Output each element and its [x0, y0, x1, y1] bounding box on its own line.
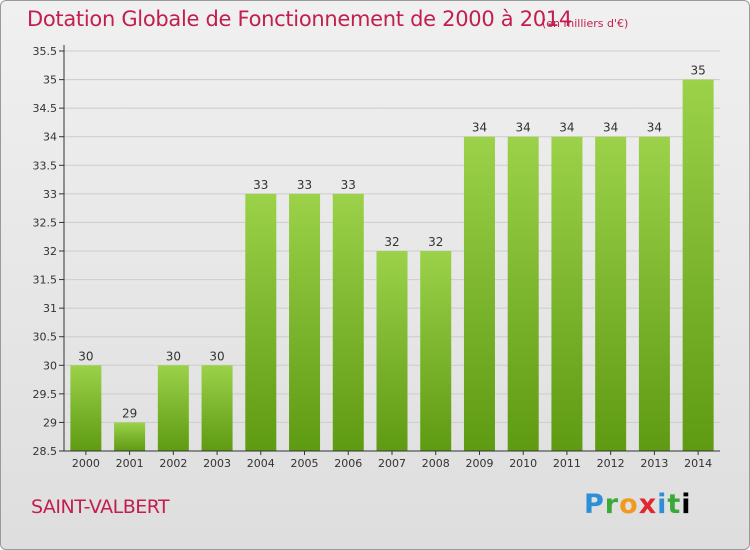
x-tick-label: 2001 [116, 457, 144, 470]
x-tick-label: 2005 [291, 457, 319, 470]
bar-value-label: 34 [472, 121, 487, 135]
bar [507, 136, 539, 451]
commune-name: SAINT-VALBERT [31, 496, 170, 518]
bar-value-label: 30 [166, 349, 181, 363]
y-tick-label: 35.5 [33, 45, 58, 58]
x-tick-label: 2004 [247, 457, 275, 470]
bar-value-label: 33 [341, 178, 356, 192]
x-tick-label: 2006 [334, 457, 362, 470]
y-tick-label: 35 [43, 74, 57, 87]
bar [463, 136, 495, 451]
x-tick-label: 2009 [465, 457, 493, 470]
bars: 30 29 30 30 33 33 33 32 32 34 34 34 34 34 35 [70, 64, 714, 452]
bar-value-label: 34 [516, 121, 531, 135]
bar [70, 365, 102, 451]
bar [157, 365, 189, 451]
y-tick-label: 33 [43, 188, 57, 201]
y-tick-label: 32 [43, 245, 57, 258]
bar-value-label: 33 [253, 178, 268, 192]
x-tick-label: 2008 [422, 457, 450, 470]
bar-value-label: 32 [428, 235, 443, 249]
bar [376, 251, 408, 451]
bar [245, 193, 277, 451]
bar [332, 193, 364, 451]
bar-value-label: 34 [559, 121, 574, 135]
y-tick-label: 30 [43, 359, 57, 372]
bar [595, 136, 627, 451]
axes: 28.5 29 29.5 30 30.5 31 31.5 32 32.5 33 33.5 34 34.5… [33, 45, 720, 470]
x-tick-label: 2012 [597, 457, 625, 470]
x-tick-label: 2011 [553, 457, 581, 470]
x-tick-label: 2002 [159, 457, 187, 470]
y-tick-label: 33.5 [33, 159, 58, 172]
bar [289, 193, 321, 451]
chart-unit: (en milliers d'€) [542, 17, 629, 30]
bar [420, 251, 452, 451]
y-tick-label: 34.5 [33, 102, 58, 115]
x-tick-label: 2007 [378, 457, 406, 470]
x-tick-label: 2013 [640, 457, 668, 470]
y-tick-label: 32.5 [33, 216, 58, 229]
bar-value-label: 33 [297, 178, 312, 192]
bar [551, 136, 583, 451]
y-tick-label: 31 [43, 302, 57, 315]
chart-title: Dotation Globale de Fonctionnement de 20… [27, 7, 572, 31]
x-tick-label: 2014 [684, 457, 712, 470]
bar [114, 422, 146, 451]
y-tick-label: 28.5 [33, 445, 58, 458]
x-tick-label: 2003 [203, 457, 231, 470]
bar-value-label: 32 [384, 235, 399, 249]
bar-value-label: 30 [209, 349, 224, 363]
y-tick-label: 31.5 [33, 274, 58, 287]
bar [682, 79, 714, 452]
y-tick-label: 29 [43, 416, 57, 429]
bar-value-label: 30 [78, 349, 93, 363]
x-tick-label: 2010 [509, 457, 537, 470]
bar-value-label: 29 [122, 406, 137, 420]
bar [638, 136, 670, 451]
x-tick-label: 2000 [72, 457, 100, 470]
bar-value-label: 34 [603, 121, 618, 135]
bar-value-label: 34 [647, 121, 662, 135]
bar-value-label: 35 [690, 64, 705, 78]
bar [201, 365, 233, 451]
y-tick-label: 30.5 [33, 331, 58, 344]
proxiti-logo[interactable]: Proxiti [584, 489, 692, 520]
y-tick-label: 29.5 [33, 388, 58, 401]
y-tick-label: 34 [43, 131, 57, 144]
